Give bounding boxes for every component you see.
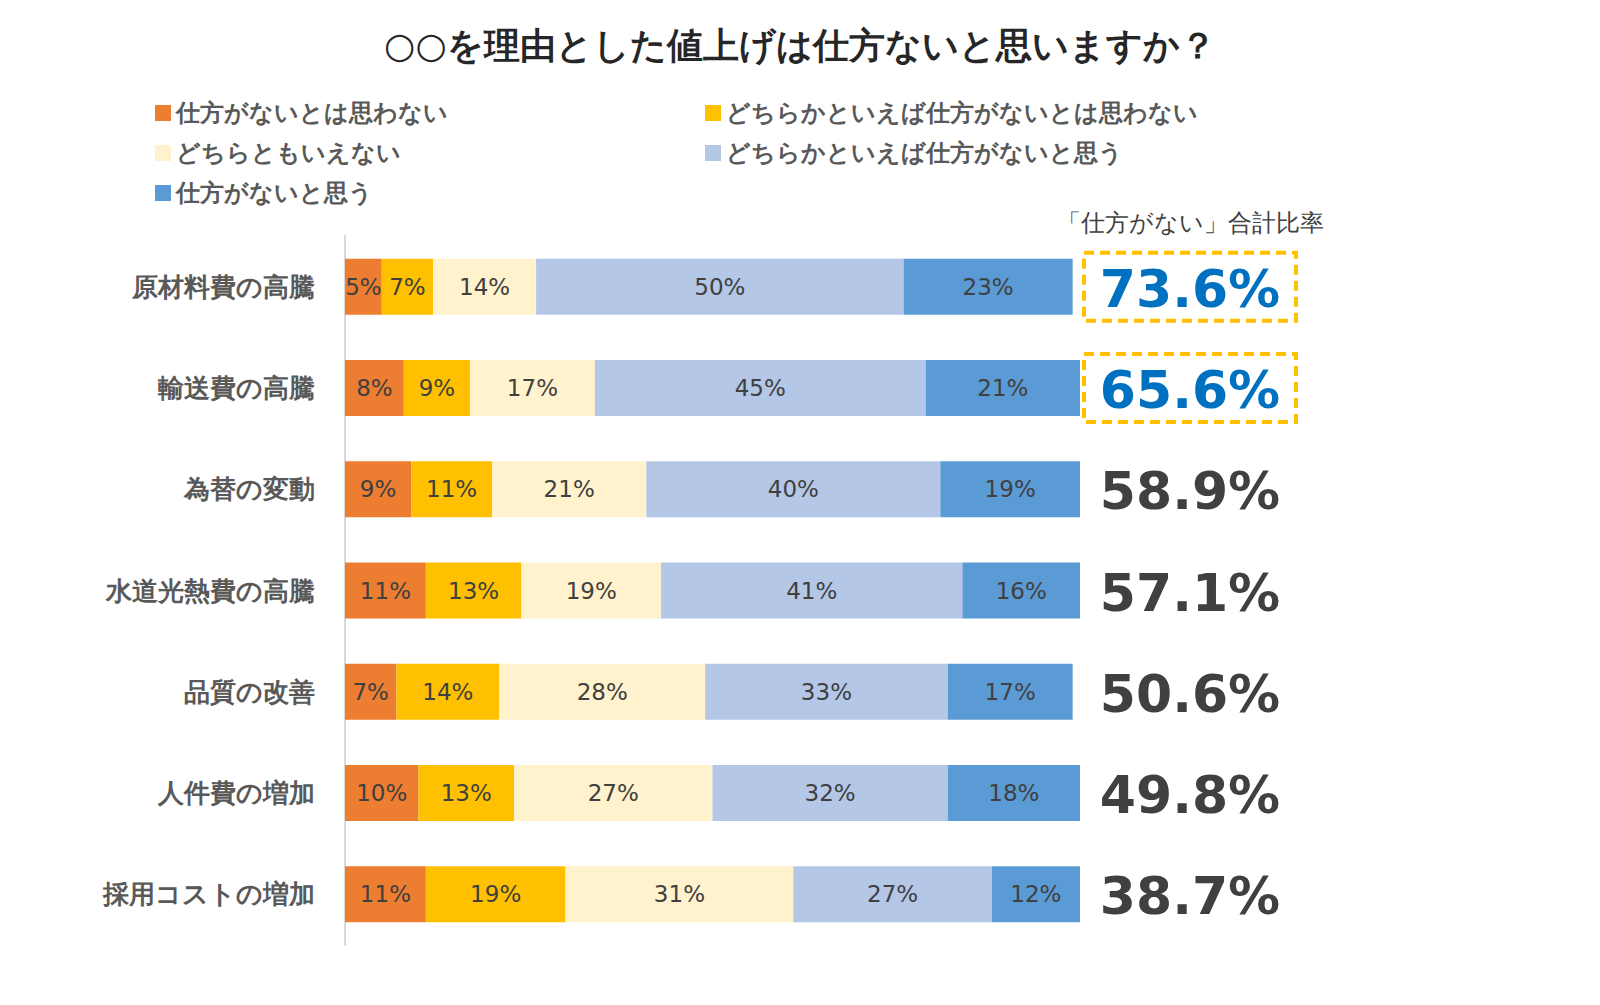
svg-text:19%: 19%: [470, 881, 521, 907]
svg-text:33%: 33%: [801, 679, 852, 705]
svg-text:57.1%: 57.1%: [1100, 563, 1280, 623]
svg-text:13%: 13%: [448, 578, 499, 604]
svg-text:18%: 18%: [988, 780, 1039, 806]
svg-text:58.9%: 58.9%: [1100, 461, 1280, 521]
svg-text:5%: 5%: [345, 274, 382, 300]
svg-text:11%: 11%: [426, 476, 477, 502]
svg-text:13%: 13%: [441, 780, 492, 806]
svg-text:65.6%: 65.6%: [1100, 360, 1280, 420]
svg-text:12%: 12%: [1010, 881, 1061, 907]
svg-text:仕方がないと思う: 仕方がないと思う: [175, 179, 373, 207]
svg-text:40%: 40%: [768, 476, 819, 502]
svg-text:11%: 11%: [360, 578, 411, 604]
svg-text:「仕方がない」合計比率: 「仕方がない」合計比率: [1057, 209, 1324, 237]
svg-text:21%: 21%: [544, 476, 595, 502]
svg-text:7%: 7%: [352, 679, 389, 705]
svg-text:10%: 10%: [356, 780, 407, 806]
svg-text:41%: 41%: [786, 578, 837, 604]
svg-text:73.6%: 73.6%: [1100, 259, 1280, 319]
svg-text:仕方がないとは思わない: 仕方がないとは思わない: [175, 99, 448, 127]
svg-text:50.6%: 50.6%: [1100, 664, 1280, 724]
svg-text:9%: 9%: [419, 375, 456, 401]
svg-text:為替の変動: 為替の変動: [183, 474, 315, 504]
svg-text:23%: 23%: [963, 274, 1014, 300]
svg-text:14%: 14%: [459, 274, 510, 300]
svg-text:8%: 8%: [356, 375, 393, 401]
svg-text:49.8%: 49.8%: [1100, 765, 1280, 825]
svg-text:19%: 19%: [566, 578, 617, 604]
svg-text:原材料費の高騰: 原材料費の高騰: [131, 272, 315, 302]
svg-text:32%: 32%: [805, 780, 856, 806]
svg-text:輸送費の高騰: 輸送費の高騰: [157, 373, 315, 403]
svg-text:27%: 27%: [867, 881, 918, 907]
svg-text:品質の改善: 品質の改善: [184, 677, 315, 707]
svg-text:○○を理由とした値上げは仕方ないと思いますか？: ○○を理由とした値上げは仕方ないと思いますか？: [384, 25, 1216, 66]
svg-text:19%: 19%: [985, 476, 1036, 502]
svg-text:21%: 21%: [977, 375, 1028, 401]
svg-text:38.7%: 38.7%: [1100, 866, 1280, 926]
svg-text:どちらともいえない: どちらともいえない: [176, 139, 401, 167]
svg-text:50%: 50%: [694, 274, 745, 300]
svg-text:採用コストの増加: 採用コストの増加: [102, 879, 315, 909]
svg-text:27%: 27%: [588, 780, 639, 806]
svg-text:16%: 16%: [996, 578, 1047, 604]
svg-text:17%: 17%: [985, 679, 1036, 705]
svg-text:9%: 9%: [360, 476, 397, 502]
svg-text:どちらかといえば仕方がないとは思わない: どちらかといえば仕方がないとは思わない: [726, 99, 1198, 127]
svg-text:17%: 17%: [507, 375, 558, 401]
svg-text:どちらかといえば仕方がないと思う: どちらかといえば仕方がないと思う: [726, 139, 1123, 167]
svg-text:14%: 14%: [422, 679, 473, 705]
svg-text:水道光熱費の高騰: 水道光熱費の高騰: [105, 576, 315, 606]
svg-text:人件費の増加: 人件費の増加: [157, 778, 315, 808]
svg-text:7%: 7%: [389, 274, 426, 300]
svg-text:31%: 31%: [654, 881, 705, 907]
svg-text:45%: 45%: [735, 375, 786, 401]
svg-text:11%: 11%: [360, 881, 411, 907]
svg-text:28%: 28%: [577, 679, 628, 705]
